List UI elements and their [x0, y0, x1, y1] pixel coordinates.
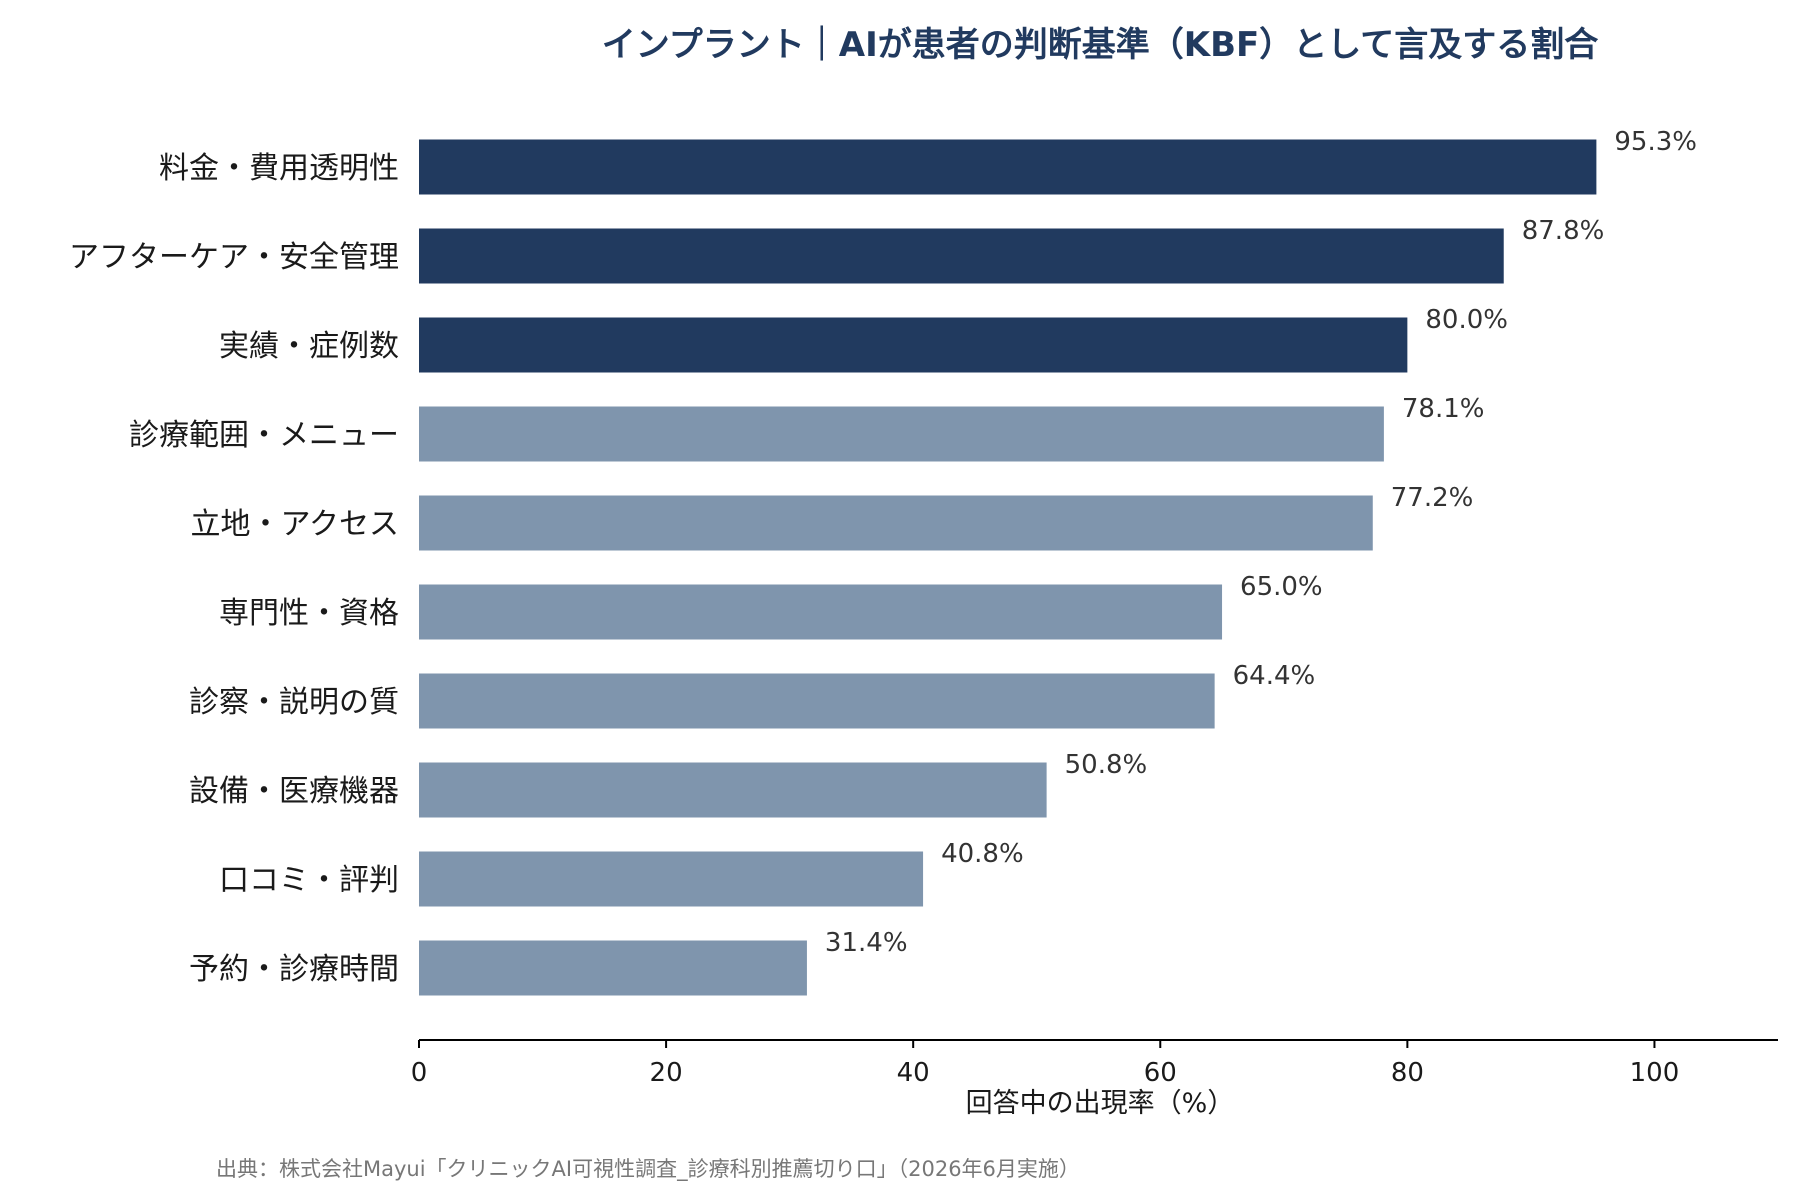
- x-tick-label: 100: [1630, 1058, 1680, 1088]
- category-label: 口コミ・評判: [219, 863, 399, 898]
- category-label: 設備・医療機器: [189, 774, 399, 809]
- value-label: 65.0%: [1240, 572, 1323, 602]
- value-label: 87.8%: [1522, 216, 1605, 246]
- x-tick-label: 80: [1391, 1058, 1424, 1088]
- value-label: 40.8%: [941, 839, 1024, 869]
- bar-8: [419, 851, 924, 907]
- value-label: 77.2%: [1391, 483, 1474, 513]
- source-note: 出典：株式会社Mayui「クリニックAI可視性調査_診療科別推薦切り口」（202…: [216, 1157, 1080, 1182]
- value-label: 80.0%: [1425, 305, 1508, 335]
- bar-6: [419, 673, 1215, 729]
- bar-2: [419, 317, 1408, 373]
- value-label: 78.1%: [1402, 394, 1485, 424]
- category-label: 診療範囲・メニュー: [129, 418, 399, 453]
- bar-9: [419, 940, 807, 996]
- x-axis: 0 20 40 60 80 100: [411, 1039, 1778, 1088]
- x-tick-label: 60: [1144, 1058, 1177, 1088]
- chart-title: インプラント｜AIが患者の判断基準（KBF）として言及する割合: [602, 25, 1598, 65]
- value-label: 95.3%: [1614, 127, 1697, 157]
- category-label: アフターケア・安全管理: [69, 240, 399, 275]
- category-label: 立地・アクセス: [191, 507, 400, 542]
- bar-7: [419, 762, 1047, 818]
- bar-4: [419, 495, 1373, 551]
- bar-0: [419, 139, 1597, 195]
- category-label: 実績・症例数: [219, 329, 399, 364]
- bars-layer: 料金・費用透明性 95.3% アフターケア・安全管理 87.8% 実績・症例数 80.0%…: [69, 127, 1697, 996]
- x-tick-label: 20: [650, 1058, 683, 1088]
- bar-5: [419, 584, 1223, 640]
- category-label: 診察・説明の質: [189, 685, 399, 720]
- bar-3: [419, 406, 1384, 462]
- value-label: 64.4%: [1233, 661, 1316, 691]
- x-tick-label: 0: [411, 1058, 428, 1088]
- x-axis-title: 回答中の出現率（%）: [966, 1088, 1235, 1119]
- x-tick-label: 40: [897, 1058, 930, 1088]
- category-label: 料金・費用透明性: [159, 151, 399, 186]
- category-label: 予約・診療時間: [189, 952, 399, 987]
- value-label: 31.4%: [825, 928, 908, 958]
- value-label: 50.8%: [1065, 750, 1148, 780]
- bar-1: [419, 228, 1504, 284]
- category-label: 専門性・資格: [219, 596, 399, 631]
